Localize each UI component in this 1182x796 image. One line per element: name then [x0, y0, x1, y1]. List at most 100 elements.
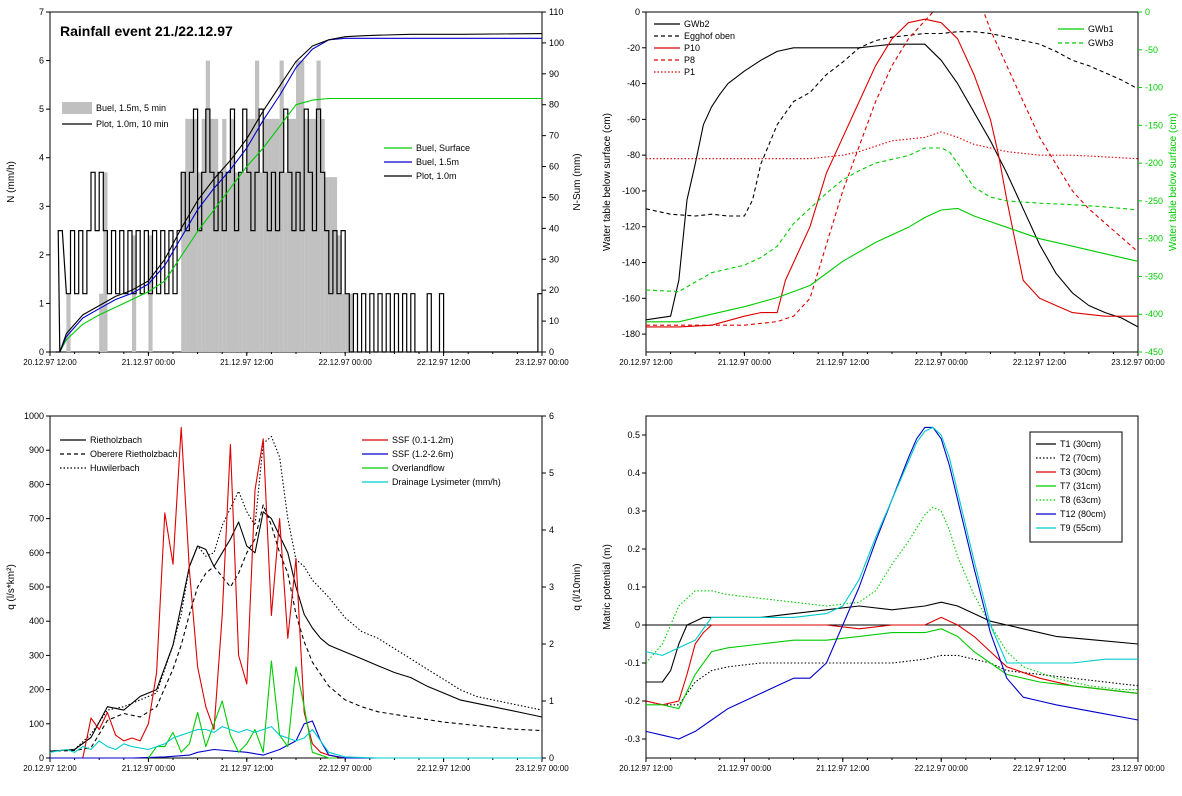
series-t9-55cm — [645, 426, 1138, 664]
legend-label: SSF (1.2-2.6m) — [392, 449, 454, 459]
rain-bar — [226, 172, 231, 352]
y2-axis-label: q (l/10min) — [572, 563, 583, 610]
y-tick-label: 700 — [29, 514, 44, 524]
y-tick-label: -40 — [627, 79, 640, 89]
series-gwb3 — [646, 147, 1138, 293]
rain-bar — [246, 118, 251, 352]
y-tick-label: 600 — [29, 548, 44, 558]
rain-bar — [189, 118, 194, 352]
series-oberere-rietholzbach — [49, 504, 543, 752]
y2-tick-label: 5 — [549, 468, 554, 478]
legend: Rietholzbach Oberere Rietholzbach Huwilerb… — [60, 435, 178, 473]
x-tick-label: 23.12.97 00:00 — [1111, 358, 1165, 367]
y2-tick-label: 4 — [549, 525, 554, 535]
legend-label: Plot, 1.0m, 10 min — [96, 119, 169, 129]
legend-label: GWb2 — [684, 19, 710, 29]
rain-bar — [332, 177, 338, 352]
series-ssf-0-1-1-2m — [82, 426, 362, 759]
rain-bar — [287, 118, 292, 352]
x-tick-label: 21.12.97 12:00 — [220, 358, 274, 367]
y-axis: 0 100 200 300 400 500 600 700 800 900 1000 — [24, 411, 50, 763]
legend: GWb2 Egghof oben P10 P8 P1 — [654, 19, 735, 77]
x-tick-label: 22.12.97 12:00 — [417, 358, 471, 367]
rain-bar — [218, 172, 223, 352]
legend-label: Huwilerbach — [90, 463, 140, 473]
y2-tick-label: 30 — [549, 254, 559, 264]
legend-label: GWb1 — [1088, 24, 1114, 34]
panel-water-table: -180-160-140-120-100-80-60-40-200 20.12.9… — [602, 7, 1179, 367]
legend-label: Drainage Lysimeter (mm/h) — [392, 477, 501, 487]
y2-tick-label: 50 — [549, 192, 559, 202]
rain-bar — [341, 293, 346, 352]
rain-bar — [250, 118, 256, 352]
y-tick-label: 1 — [39, 298, 44, 308]
y-axis-label: q (l/s*km²) — [6, 564, 17, 610]
y2-tick-label: 2 — [549, 639, 554, 649]
rain-bar — [99, 293, 104, 352]
series-group — [646, 12, 1138, 328]
rain-bar — [66, 293, 71, 352]
series-drainage-lysimeter-mm-h — [49, 726, 542, 759]
y2-tick-label: 70 — [549, 131, 559, 141]
y2-tick-label: 80 — [549, 100, 559, 110]
y2-axis: 0 10 20 30 40 50 60 70 80 90 100 110 — [542, 7, 564, 357]
x-tick-label: 21.12.97 00:00 — [122, 764, 176, 773]
y2-tick-label: 100 — [549, 38, 564, 48]
x-tick-label: 22.12.97 00:00 — [915, 764, 969, 773]
y-tick-label: 2 — [39, 250, 44, 260]
x-tick-label: 20.12.97 12:00 — [619, 358, 673, 367]
chart-title: Rainfall event 21./22.12.97 — [60, 23, 233, 39]
x-tick-label: 23.12.97 00:00 — [515, 358, 569, 367]
y-axis: -180 -160 -140 -120 -100 -80 -60 -40 -20 0 — [622, 7, 646, 339]
y2-tick-label: 1 — [549, 696, 554, 706]
y-tick-label: 4 — [39, 153, 44, 163]
y2-tick-label: -350 — [1145, 271, 1163, 281]
rain-bar — [283, 172, 288, 352]
legend: SSF (0.1-1.2m) SSF (1.2-2.6m) Overlandflow… — [362, 435, 501, 487]
y-tick-label: 0 — [39, 753, 44, 763]
y-tick-label: -100 — [622, 186, 640, 196]
y-tick-label: 1000 — [24, 411, 44, 421]
legend-label: Buel, 1.5m, 5 min — [96, 103, 166, 113]
legend-label: Buel, 1.5m — [416, 157, 459, 167]
y2-tick-label: 0 — [1145, 7, 1150, 17]
x-tick-label: 22.12.97 12:00 — [1013, 764, 1067, 773]
rain-bar — [263, 118, 268, 352]
y-tick-label: 900 — [29, 445, 44, 455]
rain-bar — [209, 118, 215, 352]
y-tick-label: 300 — [29, 650, 44, 660]
series-egghof-oben — [646, 31, 1138, 217]
series-plot-10min-intensity — [55, 108, 542, 353]
rain-bar — [181, 172, 186, 352]
rain-bar — [275, 118, 280, 352]
y2-tick-label: 20 — [549, 285, 559, 295]
rain-bar — [238, 172, 243, 352]
series-gwb1 — [646, 207, 1138, 323]
legend-label: P1 — [684, 67, 695, 77]
x-tick-label: 22.12.97 12:00 — [1013, 358, 1067, 367]
y-tick-label: 500 — [29, 582, 44, 592]
x-tick-label: 22.12.97 12:00 — [417, 764, 471, 773]
series-sum-buel-surface — [59, 97, 542, 353]
y-tick-label: 0.4 — [627, 468, 640, 478]
y-axis: 0 1 2 3 4 5 6 7 — [39, 7, 50, 357]
y2-tick-label: 6 — [549, 411, 554, 421]
legend: GWb1 GWb3 — [1058, 24, 1114, 48]
y-axis-label: Water table below surface (cm) — [602, 113, 613, 251]
y2-axis: 0 -50 -100 -150 -200 -250 -300 -350 -400 -450 — [1138, 7, 1163, 357]
rain-bar — [316, 60, 321, 352]
y-axis: -0.3 -0.2 -0.1 0 0.1 0.2 0.3 0.4 0.5 — [624, 430, 646, 744]
y-axis-label: N (mm/h) — [6, 161, 17, 203]
rain-bar — [271, 118, 276, 352]
plot-frame — [645, 11, 1139, 353]
legend-label: Egghof oben — [684, 31, 735, 41]
rain-bar — [349, 293, 354, 352]
series-overlandflow — [147, 660, 337, 759]
y-tick-label: 0.5 — [627, 430, 640, 440]
x-tick-label: 21.12.97 12:00 — [816, 358, 870, 367]
legend-label: T3 (30cm) — [1060, 467, 1101, 477]
x-axis: 20.12.97 12:00 21.12.97 00:00 21.12.97 12:… — [23, 758, 569, 773]
y-tick-label: 100 — [29, 719, 44, 729]
rain-bar — [242, 172, 247, 352]
